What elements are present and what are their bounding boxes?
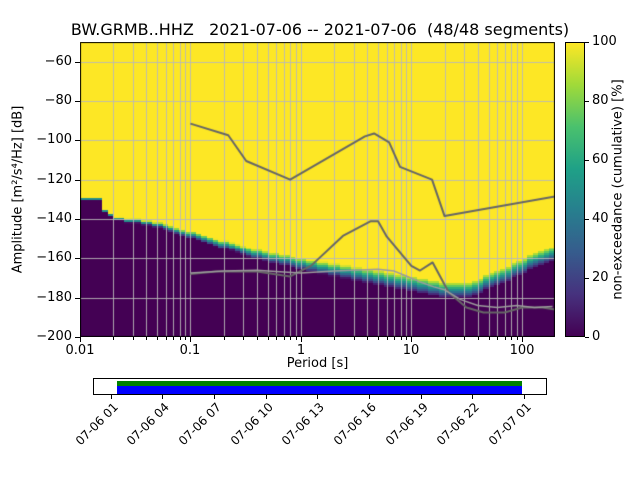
colorbar-tick-label: 60 bbox=[592, 152, 609, 167]
plot-area bbox=[80, 42, 555, 337]
x-minor-tick bbox=[445, 337, 446, 340]
x-minor-tick bbox=[284, 337, 285, 340]
x-minor-tick bbox=[276, 337, 277, 340]
x-minor-tick bbox=[173, 337, 174, 340]
x-minor-tick bbox=[406, 337, 407, 340]
ppsd-heatmap-canvas bbox=[80, 42, 555, 337]
y-tick-label: −60 bbox=[44, 54, 72, 69]
coverage-data-stripe bbox=[117, 386, 522, 394]
x-minor-tick bbox=[367, 337, 368, 340]
x-tick bbox=[80, 337, 81, 342]
x-minor-tick bbox=[505, 337, 506, 340]
x-minor-tick bbox=[166, 337, 167, 340]
y-tick-label: −200 bbox=[36, 329, 72, 344]
coverage-tick-label: 07-06 16 bbox=[330, 400, 379, 449]
x-tick bbox=[411, 337, 412, 342]
colorbar-tick bbox=[585, 160, 589, 161]
plot-title: BW.GRMB..HHZ 2021-07-06 -- 2021-07-06 (4… bbox=[70, 20, 570, 39]
y-axis-label: Amplitude [m²/s⁴/Hz] [dB] bbox=[10, 105, 26, 274]
x-tick-label: 100 bbox=[509, 343, 535, 358]
x-minor-tick bbox=[243, 337, 244, 340]
x-tick bbox=[190, 337, 191, 342]
colorbar-tick-label: 100 bbox=[592, 34, 617, 49]
y-tick bbox=[75, 62, 80, 63]
colorbar-tick bbox=[585, 337, 589, 338]
coverage-tick-label: 07-06 07 bbox=[175, 400, 224, 449]
coverage-tick bbox=[111, 395, 112, 399]
colorbar-tick bbox=[585, 101, 589, 102]
x-minor-tick bbox=[517, 337, 518, 340]
y-tick bbox=[75, 337, 80, 338]
x-tick-label: 0.1 bbox=[179, 343, 201, 358]
x-tick-label: 1 bbox=[296, 343, 306, 358]
colorbar-tick-label: 40 bbox=[592, 211, 609, 226]
x-minor-tick bbox=[334, 337, 335, 340]
coverage-tick bbox=[524, 395, 525, 399]
coverage-tick bbox=[162, 395, 163, 399]
x-minor-tick bbox=[464, 337, 465, 340]
x-minor-tick bbox=[180, 337, 181, 340]
x-minor-tick bbox=[354, 337, 355, 340]
y-tick bbox=[75, 101, 80, 102]
x-minor-tick bbox=[133, 337, 134, 340]
coverage-tick bbox=[266, 395, 267, 399]
colorbar-tick-label: 20 bbox=[592, 270, 609, 285]
coverage-tick bbox=[214, 395, 215, 399]
x-minor-tick bbox=[378, 337, 379, 340]
x-minor-tick bbox=[401, 337, 402, 340]
x-minor-tick bbox=[290, 337, 291, 340]
y-tick-label: −80 bbox=[44, 93, 72, 108]
y-tick-label: −100 bbox=[36, 132, 72, 147]
x-minor-tick bbox=[478, 337, 479, 340]
coverage-tick bbox=[472, 395, 473, 399]
colorbar-tick bbox=[585, 278, 589, 279]
x-minor-tick bbox=[387, 337, 388, 340]
colorbar-tick bbox=[585, 42, 589, 43]
x-minor-tick bbox=[185, 337, 186, 340]
x-minor-tick bbox=[394, 337, 395, 340]
coverage-tick bbox=[317, 395, 318, 399]
colorbar-tick-label: 80 bbox=[592, 93, 609, 108]
y-tick bbox=[75, 180, 80, 181]
y-tick-label: −180 bbox=[36, 290, 72, 305]
x-minor-tick bbox=[268, 337, 269, 340]
y-tick-label: −120 bbox=[36, 172, 72, 187]
coverage-tick bbox=[369, 395, 370, 399]
x-tick bbox=[301, 337, 302, 342]
y-tick-label: −140 bbox=[36, 211, 72, 226]
colorbar-label: non-exceedance (cumulative) [%] bbox=[610, 79, 626, 300]
x-minor-tick bbox=[497, 337, 498, 340]
x-tick bbox=[522, 337, 523, 342]
coverage-tick-label: 07-07 01 bbox=[485, 400, 534, 449]
x-minor-tick bbox=[113, 337, 114, 340]
x-minor-tick bbox=[296, 337, 297, 340]
x-tick-label: 0.01 bbox=[65, 343, 95, 358]
coverage-used-stripe bbox=[117, 381, 522, 386]
y-tick bbox=[75, 140, 80, 141]
x-minor-tick bbox=[257, 337, 258, 340]
colorbar bbox=[565, 42, 585, 337]
y-tick bbox=[75, 219, 80, 220]
colorbar-tick-label: 0 bbox=[592, 329, 601, 344]
y-tick bbox=[75, 258, 80, 259]
x-tick-label: 10 bbox=[402, 343, 420, 358]
y-tick-label: −160 bbox=[36, 250, 72, 265]
x-minor-tick bbox=[157, 337, 158, 340]
colorbar-label-wrap: non-exceedance (cumulative) [%] bbox=[600, 42, 636, 337]
coverage-tick bbox=[421, 395, 422, 399]
coverage-bar bbox=[93, 378, 547, 395]
x-axis-label: Period [s] bbox=[286, 356, 349, 371]
x-minor-tick bbox=[489, 337, 490, 340]
x-minor-tick bbox=[146, 337, 147, 340]
x-minor-tick bbox=[511, 337, 512, 340]
colorbar-tick bbox=[585, 219, 589, 220]
y-tick bbox=[75, 298, 80, 299]
x-minor-tick bbox=[224, 337, 225, 340]
